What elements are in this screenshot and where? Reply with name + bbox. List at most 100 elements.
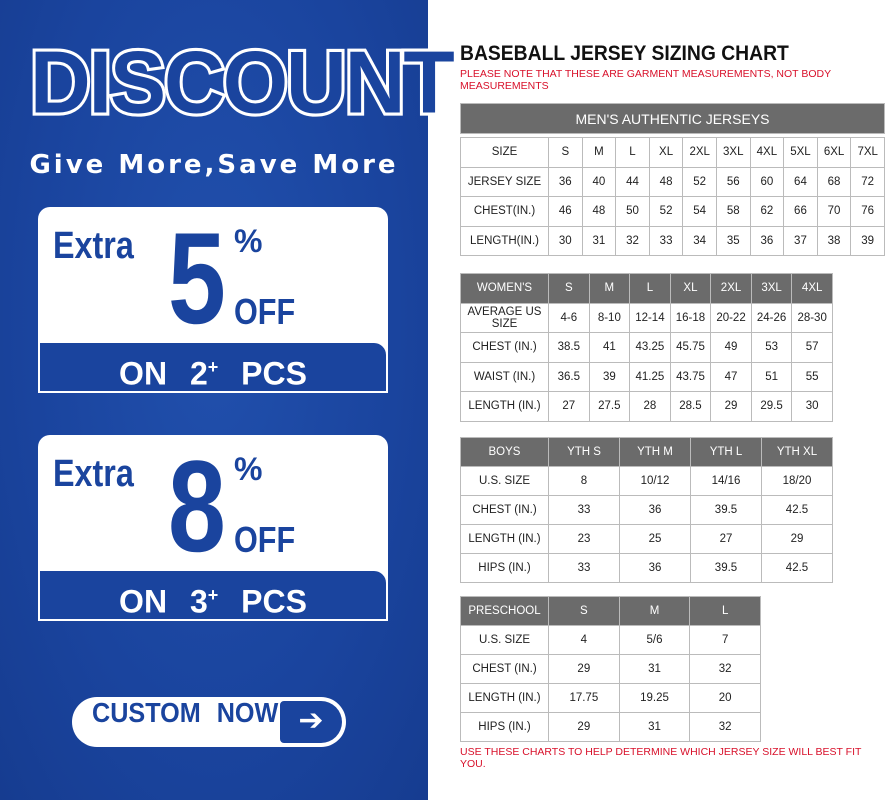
table-cell: 24-26 xyxy=(750,302,793,333)
table-cell: 44 xyxy=(615,166,650,197)
table-cell: 47 xyxy=(710,361,752,392)
table-row: U.S. SIZE 4 5/6 7 xyxy=(460,625,761,655)
table-cell: 53 xyxy=(750,332,793,363)
table-cell: 29 xyxy=(548,712,620,742)
row-label: U.S. SIZE xyxy=(460,625,549,655)
table-cell: 34 xyxy=(682,225,717,256)
table-cell: 28-30 xyxy=(791,302,833,333)
mens-size-table: MEN'S AUTHENTIC JERSEYS SIZE S M L XL 2XL 3XL 4X… xyxy=(459,103,886,256)
row-label: LENGTH (IN.) xyxy=(460,391,549,422)
table-cell: 39.5 xyxy=(690,553,762,583)
offer-extra: Extra xyxy=(53,225,134,267)
table-cell: 27 xyxy=(690,524,762,554)
table-cell: 29.5 xyxy=(750,391,793,422)
offer-percent-value: 8 xyxy=(168,435,226,579)
column-header: YTH XL xyxy=(761,437,833,467)
preschool-size-table: PRESCHOOL S M L U.S. SIZE 4 5/6 7 CHEST (IN.) 29 3… xyxy=(460,596,761,742)
column-header: 3XL xyxy=(715,137,751,168)
table-row: CHEST(IN.) 46 48 50 52 54 58 62 66 70 76 xyxy=(460,196,886,227)
table-cell: 8-10 xyxy=(588,302,631,333)
column-header: 3XL xyxy=(750,273,793,304)
column-header: S xyxy=(548,596,620,626)
arrow-right-icon: ➔ xyxy=(280,701,342,743)
offer-card: Extra 8 % OFF ON 3+ PCS xyxy=(38,435,388,621)
table-cell: 31 xyxy=(618,712,691,742)
column-header: M xyxy=(618,596,691,626)
table-cell: 76 xyxy=(850,196,886,227)
table-cell: 29 xyxy=(548,654,620,684)
table-cell: 52 xyxy=(682,166,717,197)
column-header: L xyxy=(629,273,671,304)
boys-size-table: BOYS YTH S YTH M YTH L YTH XL U.S. SIZE 8 10/12… xyxy=(460,437,833,583)
plus: + xyxy=(207,357,219,377)
table-row: HIPS (IN.) 33 36 39.5 42.5 xyxy=(460,553,833,583)
offer-condition: ON 2+ PCS xyxy=(38,341,388,393)
table-cell: 36.5 xyxy=(548,361,590,392)
table-cell: 66 xyxy=(783,196,818,227)
qty: 3 xyxy=(189,583,208,620)
table-header-row: BOYS YTH S YTH M YTH L YTH XL xyxy=(460,437,833,467)
table-cell: 39 xyxy=(850,225,886,256)
table-cell: 48 xyxy=(648,166,684,197)
table-cell: 40 xyxy=(581,166,617,197)
table-cell: 43.75 xyxy=(669,361,712,392)
table-cell: 7 xyxy=(689,625,761,655)
table-row: HIPS (IN.) 29 31 32 xyxy=(460,712,761,742)
table-cell: 42.5 xyxy=(761,495,833,525)
percent-sign: % xyxy=(234,223,263,259)
table-cell: 39 xyxy=(588,361,631,392)
table-cell: 33 xyxy=(548,495,620,525)
table-cell: 45.75 xyxy=(669,332,712,363)
table-row: AVERAGE US SIZE 4-6 8-10 12-14 16-18 20-22 24-… xyxy=(460,302,833,333)
table-cell: 43.25 xyxy=(629,332,671,363)
column-header: BOYS xyxy=(460,437,549,467)
table-cell: 60 xyxy=(749,166,785,197)
column-header: M xyxy=(581,137,617,168)
row-label: U.S. SIZE xyxy=(460,466,549,496)
table-cell: 32 xyxy=(615,225,650,256)
promo-banner: DISCOUNT Give More,Save More Extra 5 % O… xyxy=(0,0,458,800)
column-header: 6XL xyxy=(816,137,852,168)
table-cell: 20 xyxy=(689,683,761,713)
table-cell: 68 xyxy=(816,166,852,197)
table-cell: 56 xyxy=(715,166,751,197)
table-row: JERSEY SIZE 36 40 44 48 52 56 60 64 68 72 xyxy=(460,166,886,197)
table-cell: 39.5 xyxy=(690,495,762,525)
table-row: LENGTH (IN.) 23 25 27 29 xyxy=(460,524,833,554)
offer-off: OFF xyxy=(234,291,296,332)
custom-now-button[interactable]: CUSTOM NOW ➔ xyxy=(72,697,346,747)
table-cell: 38 xyxy=(816,225,852,256)
pcs-label: PCS xyxy=(241,355,307,392)
table-cell: 27 xyxy=(548,391,590,422)
table-cell: 16-18 xyxy=(669,302,712,333)
table-row: CHEST (IN.) 29 31 32 xyxy=(460,654,761,684)
on-label: ON xyxy=(119,355,168,392)
table-cell: 36 xyxy=(619,553,691,583)
womens-size-table: WOMEN'S S M L XL 2XL 3XL 4XL AVERAGE US SIZE 4-6 8… xyxy=(460,273,833,422)
table-cell: 36 xyxy=(749,225,785,256)
row-label: CHEST (IN.) xyxy=(460,495,549,525)
offer-percent-value: 5 xyxy=(168,207,226,351)
column-header: YTH S xyxy=(548,437,620,467)
table-cell: 30 xyxy=(548,225,583,256)
table-row: CHEST (IN.) 33 36 39.5 42.5 xyxy=(460,495,833,525)
qty: 2 xyxy=(189,355,208,392)
table-cell: 20-22 xyxy=(710,302,752,333)
row-label: CHEST (IN.) xyxy=(460,332,549,363)
table-header-row: WOMEN'S S M L XL 2XL 3XL 4XL xyxy=(460,273,833,304)
column-header: 2XL xyxy=(710,273,752,304)
column-header: WOMEN'S xyxy=(460,273,549,304)
table-row: WAIST (IN.) 36.5 39 41.25 43.75 47 51 55 xyxy=(460,361,833,392)
table-cell: 19.25 xyxy=(618,683,691,713)
column-header: 4XL xyxy=(749,137,785,168)
table-cell: 29 xyxy=(710,391,752,422)
offer-condition: ON 3+ PCS xyxy=(38,569,388,621)
row-label: HIPS (IN.) xyxy=(460,712,549,742)
table-cell: 38.5 xyxy=(548,332,590,363)
row-label: CHEST(IN.) xyxy=(460,196,549,227)
table-cell: 31 xyxy=(581,225,617,256)
row-label: LENGTH (IN.) xyxy=(460,524,549,554)
table-cell: 58 xyxy=(715,196,751,227)
offer-extra: Extra xyxy=(53,453,134,495)
table-header-row: PRESCHOOL S M L xyxy=(460,596,761,626)
